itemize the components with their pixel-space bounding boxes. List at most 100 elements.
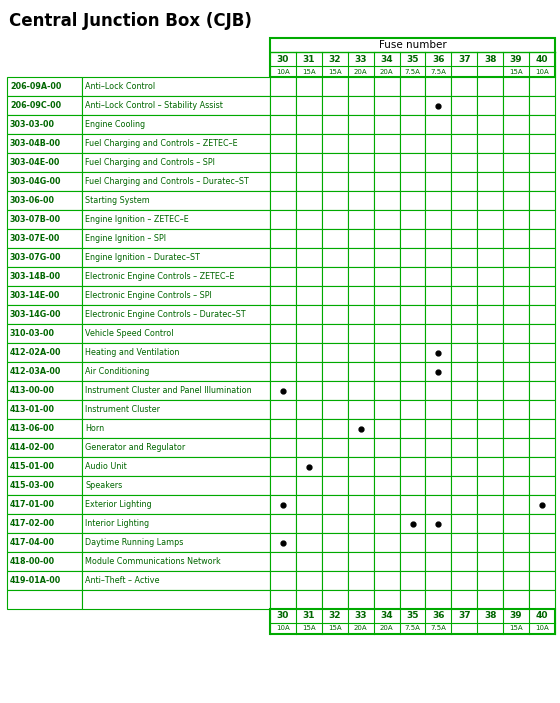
Bar	[7, 571, 82, 590]
Bar	[529, 96, 555, 115]
Bar	[426, 229, 451, 248]
Text: Engine Ignition – Duratec–ST: Engine Ignition – Duratec–ST	[85, 253, 200, 262]
Text: 15A: 15A	[302, 626, 316, 631]
Bar	[426, 210, 451, 229]
Text: 303-07E-00: 303-07E-00	[10, 234, 60, 243]
Bar	[503, 571, 529, 590]
Bar	[451, 343, 477, 362]
Bar	[529, 324, 555, 343]
Bar	[82, 77, 270, 96]
Bar	[296, 267, 322, 286]
Bar	[399, 419, 426, 438]
Bar	[426, 514, 451, 533]
Text: 303-14B-00: 303-14B-00	[10, 272, 61, 281]
Bar	[529, 134, 555, 153]
Bar	[270, 495, 296, 514]
Bar	[399, 286, 426, 305]
Bar	[82, 571, 270, 590]
Bar	[477, 362, 503, 381]
Bar	[322, 476, 348, 495]
Bar	[348, 495, 374, 514]
Text: 303-06-00: 303-06-00	[10, 196, 55, 205]
Bar	[529, 419, 555, 438]
Bar	[426, 248, 451, 267]
Bar	[374, 552, 399, 571]
Text: 413-06-00: 413-06-00	[10, 424, 55, 433]
Bar	[270, 514, 296, 533]
Bar	[451, 324, 477, 343]
Bar	[270, 343, 296, 362]
Bar	[451, 248, 477, 267]
Text: Anti–Lock Control – Stability Assist: Anti–Lock Control – Stability Assist	[85, 101, 223, 110]
Text: 32: 32	[329, 612, 341, 621]
Bar	[82, 172, 270, 191]
Bar	[374, 77, 399, 96]
Text: 34: 34	[380, 55, 393, 63]
Bar	[374, 324, 399, 343]
Bar	[374, 286, 399, 305]
Text: 15A: 15A	[302, 68, 316, 75]
Bar	[296, 153, 322, 172]
Bar	[477, 400, 503, 419]
Bar	[374, 514, 399, 533]
Bar	[451, 267, 477, 286]
Bar	[477, 267, 503, 286]
Bar	[7, 248, 82, 267]
Bar	[270, 153, 296, 172]
Bar	[451, 533, 477, 552]
Bar	[529, 286, 555, 305]
Bar	[529, 381, 555, 400]
Bar	[426, 134, 451, 153]
Bar	[7, 514, 82, 533]
Bar	[451, 229, 477, 248]
Bar	[348, 267, 374, 286]
Bar	[426, 172, 451, 191]
Bar	[82, 400, 270, 419]
Bar	[82, 191, 270, 210]
Bar	[399, 438, 426, 457]
Bar	[503, 115, 529, 134]
Bar	[322, 400, 348, 419]
Bar	[322, 248, 348, 267]
Bar	[82, 457, 270, 476]
Text: 413-00-00: 413-00-00	[10, 386, 55, 395]
Bar	[477, 172, 503, 191]
Bar	[82, 248, 270, 267]
Text: 37: 37	[458, 55, 470, 63]
Bar	[426, 324, 451, 343]
Bar	[270, 419, 296, 438]
Bar	[7, 305, 82, 324]
Text: Vehicle Speed Control: Vehicle Speed Control	[85, 329, 174, 338]
Bar	[348, 172, 374, 191]
Bar	[399, 248, 426, 267]
Bar	[82, 495, 270, 514]
Text: 303-07G-00: 303-07G-00	[10, 253, 62, 262]
Text: 303-14E-00: 303-14E-00	[10, 291, 60, 300]
Bar	[322, 552, 348, 571]
Bar	[529, 191, 555, 210]
Bar	[426, 362, 451, 381]
Bar	[270, 210, 296, 229]
Text: 35: 35	[406, 612, 419, 621]
Bar	[322, 533, 348, 552]
Bar	[296, 229, 322, 248]
Text: Horn: Horn	[85, 424, 104, 433]
Bar	[82, 590, 270, 609]
Bar	[529, 400, 555, 419]
Text: Generator and Regulator: Generator and Regulator	[85, 443, 185, 452]
Bar	[7, 438, 82, 457]
Bar	[7, 153, 82, 172]
Bar	[322, 590, 348, 609]
Bar	[296, 248, 322, 267]
Text: 206-09A-00: 206-09A-00	[10, 82, 62, 91]
Bar	[296, 590, 322, 609]
Bar	[348, 552, 374, 571]
Text: Engine Ignition – ZETEC–E: Engine Ignition – ZETEC–E	[85, 215, 189, 224]
Bar	[296, 533, 322, 552]
Text: Engine Ignition – SPI: Engine Ignition – SPI	[85, 234, 166, 243]
Bar	[503, 229, 529, 248]
Bar	[503, 134, 529, 153]
Bar	[503, 552, 529, 571]
Bar	[348, 343, 374, 362]
Bar	[270, 229, 296, 248]
